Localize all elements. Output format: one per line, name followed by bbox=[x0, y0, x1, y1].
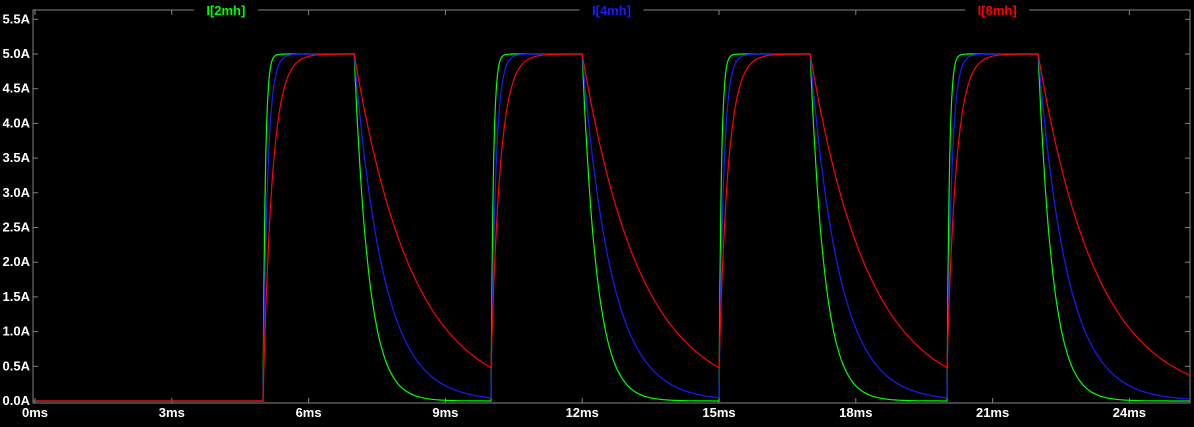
x-axis-tick-label: 15ms bbox=[702, 405, 735, 420]
x-axis-tick-label: 24ms bbox=[1113, 405, 1146, 420]
waveform-trace-i-8mh bbox=[35, 53, 1190, 402]
trace-label-backdrop bbox=[193, 3, 258, 17]
y-axis-tick-label: 5.5A bbox=[3, 11, 31, 26]
trace-label-i-8mh[interactable]: I[8mh] bbox=[978, 3, 1017, 18]
x-axis-tick-label: 0ms bbox=[22, 405, 48, 420]
x-axis-tick-label: 12ms bbox=[566, 405, 599, 420]
trace-label-backdrop bbox=[579, 3, 644, 17]
y-axis-tick-label: 1.0A bbox=[3, 324, 31, 339]
x-axis-tick-label: 18ms bbox=[839, 405, 872, 420]
y-axis-tick-label: 3.0A bbox=[3, 185, 31, 200]
trace-label-backdrop bbox=[965, 3, 1030, 17]
y-axis-tick-label: 2.0A bbox=[3, 254, 31, 269]
y-axis-tick-label: 4.0A bbox=[3, 115, 31, 130]
x-axis-tick-label: 21ms bbox=[976, 405, 1009, 420]
y-axis-tick-label: 3.5A bbox=[3, 150, 31, 165]
trace-label-i-4mh[interactable]: I[4mh] bbox=[592, 3, 631, 18]
y-axis-tick-label: 5.0A bbox=[3, 46, 31, 61]
y-axis-tick-label: 1.5A bbox=[3, 289, 31, 304]
y-axis-tick-label: 0.5A bbox=[3, 358, 31, 373]
x-axis-tick-label: 3ms bbox=[159, 405, 185, 420]
y-axis-tick-label: 0.0A bbox=[3, 393, 31, 408]
y-axis-tick-label: 2.5A bbox=[3, 220, 31, 235]
x-axis-tick-label: 9ms bbox=[432, 405, 458, 420]
trace-label-i-2mh[interactable]: I[2mh] bbox=[206, 3, 245, 18]
y-axis-tick-label: 4.5A bbox=[3, 81, 31, 96]
x-axis-tick-label: 6ms bbox=[296, 405, 322, 420]
